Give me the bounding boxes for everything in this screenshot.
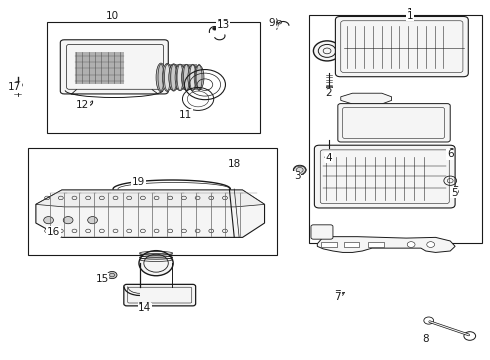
Circle shape [63, 217, 73, 224]
Text: 11: 11 [179, 109, 192, 119]
Text: 2: 2 [326, 88, 332, 98]
Circle shape [88, 217, 98, 224]
Text: 14: 14 [138, 302, 151, 312]
Circle shape [323, 146, 335, 155]
Circle shape [213, 27, 217, 30]
Text: 4: 4 [326, 153, 332, 163]
Text: 13: 13 [217, 19, 230, 29]
Ellipse shape [175, 64, 185, 91]
Text: 6: 6 [447, 149, 454, 159]
Bar [321, 242, 337, 247]
FancyBboxPatch shape [124, 284, 196, 306]
Text: 12: 12 [76, 100, 89, 111]
Bar [368, 242, 384, 247]
Text: 10: 10 [105, 11, 119, 21]
Ellipse shape [188, 65, 197, 90]
Text: 5: 5 [451, 188, 458, 198]
Circle shape [294, 165, 306, 175]
Text: 16: 16 [47, 226, 60, 236]
Text: 7: 7 [335, 292, 341, 302]
Ellipse shape [156, 63, 166, 92]
Bar [47, 22, 260, 134]
Text: 9: 9 [271, 18, 278, 28]
Text: 1: 1 [407, 11, 414, 21]
Ellipse shape [169, 64, 178, 91]
Circle shape [314, 41, 341, 61]
Text: 3: 3 [294, 171, 300, 181]
Polygon shape [36, 190, 265, 207]
Ellipse shape [194, 65, 204, 90]
Text: 6: 6 [447, 148, 454, 158]
Text: 15: 15 [96, 273, 109, 283]
Circle shape [139, 251, 173, 276]
Text: 8: 8 [421, 333, 428, 343]
Polygon shape [318, 237, 455, 252]
Text: 8: 8 [422, 333, 429, 343]
Text: 17: 17 [8, 82, 21, 92]
Circle shape [427, 242, 435, 247]
Bar [309, 15, 482, 243]
Text: 19: 19 [132, 176, 145, 186]
Text: 18: 18 [228, 159, 241, 169]
Bar [326, 86, 332, 90]
Ellipse shape [181, 64, 191, 90]
Text: 16: 16 [47, 227, 60, 237]
Text: 13: 13 [217, 20, 230, 30]
Text: 12: 12 [76, 100, 89, 110]
FancyBboxPatch shape [315, 145, 455, 208]
Text: 9: 9 [269, 18, 275, 28]
Text: 10: 10 [105, 11, 119, 21]
Bar [75, 51, 124, 84]
Polygon shape [341, 93, 392, 104]
Text: 2: 2 [326, 88, 332, 98]
FancyBboxPatch shape [335, 17, 468, 77]
Polygon shape [36, 190, 265, 237]
Text: 14: 14 [138, 303, 151, 314]
Bar [27, 148, 277, 255]
FancyBboxPatch shape [338, 104, 450, 142]
Text: 7: 7 [335, 291, 341, 301]
Text: 5: 5 [452, 186, 459, 197]
Bar [158, 64, 197, 90]
Text: 11: 11 [179, 110, 192, 120]
Text: 18: 18 [228, 158, 241, 168]
Ellipse shape [162, 63, 172, 91]
Circle shape [44, 217, 53, 224]
Circle shape [407, 242, 415, 247]
FancyBboxPatch shape [60, 40, 168, 94]
Text: 3: 3 [294, 171, 300, 181]
Text: 15: 15 [96, 274, 109, 284]
Text: 4: 4 [324, 152, 330, 162]
Circle shape [107, 271, 117, 279]
Text: 1: 1 [407, 8, 414, 18]
Bar [343, 242, 359, 247]
Text: 17: 17 [8, 82, 21, 93]
Text: 19: 19 [132, 177, 145, 187]
FancyBboxPatch shape [311, 225, 333, 239]
